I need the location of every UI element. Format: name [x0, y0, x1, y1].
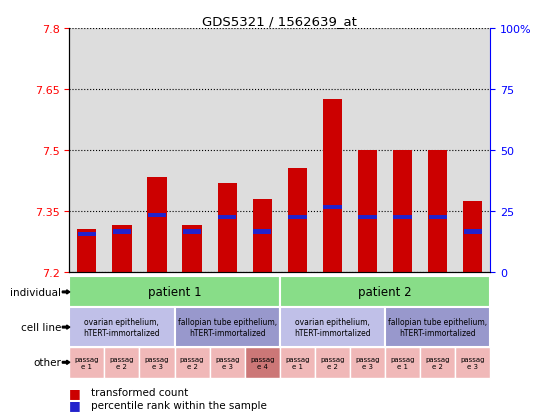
Text: passag
e 3: passag e 3 [215, 356, 239, 369]
Text: ovarian epithelium,
hTERT-immortalized: ovarian epithelium, hTERT-immortalized [84, 318, 160, 337]
Bar [183, 230, 201, 234]
Bar [280, 308, 385, 347]
Bar [429, 216, 447, 220]
Bar [315, 347, 350, 378]
Text: passag
e 2: passag e 2 [110, 356, 134, 369]
Text: ■: ■ [69, 386, 81, 399]
Text: individual: individual [10, 287, 61, 297]
Text: cell line: cell line [21, 322, 61, 332]
Text: fallopian tube epithelium,
hTERT-immortalized: fallopian tube epithelium, hTERT-immorta… [388, 318, 487, 337]
Text: passag
e 1: passag e 1 [390, 356, 415, 369]
Text: passag
e 1: passag e 1 [285, 356, 310, 369]
Bar [209, 347, 245, 378]
Bar [148, 214, 166, 218]
Text: patient 2: patient 2 [358, 286, 412, 299]
Bar [323, 100, 342, 273]
Bar [393, 151, 413, 273]
Bar [393, 216, 412, 220]
Bar [69, 308, 175, 347]
Bar [428, 151, 447, 273]
Bar [253, 199, 272, 273]
Bar [104, 347, 140, 378]
Text: transformed count: transformed count [91, 387, 188, 397]
Bar [464, 230, 482, 234]
Bar [463, 202, 482, 273]
Text: patient 1: patient 1 [148, 286, 201, 299]
Bar [217, 183, 237, 273]
Bar [280, 277, 490, 308]
Bar [280, 347, 315, 378]
Bar [358, 216, 377, 220]
Bar [385, 347, 420, 378]
Text: passag
e 4: passag e 4 [250, 356, 274, 369]
Text: ■: ■ [69, 399, 81, 411]
Bar [253, 230, 271, 234]
Bar [69, 347, 104, 378]
Title: GDS5321 / 1562639_at: GDS5321 / 1562639_at [203, 15, 357, 28]
Bar [113, 230, 131, 234]
Text: ovarian epithelium,
hTERT-immortalized: ovarian epithelium, hTERT-immortalized [294, 318, 371, 337]
Text: passag
e 2: passag e 2 [180, 356, 204, 369]
Bar [77, 230, 96, 273]
Bar [288, 216, 306, 220]
Bar [358, 151, 377, 273]
Text: other: other [34, 357, 61, 368]
Bar [385, 308, 490, 347]
Bar [140, 347, 175, 378]
Bar [175, 308, 280, 347]
Text: percentile rank within the sample: percentile rank within the sample [91, 400, 266, 410]
Bar [182, 226, 202, 273]
Bar [455, 347, 490, 378]
Bar [218, 216, 236, 220]
Bar [175, 347, 209, 378]
Bar [420, 347, 455, 378]
Bar [147, 177, 167, 273]
Bar [288, 169, 307, 273]
Bar [350, 347, 385, 378]
Text: passag
e 3: passag e 3 [461, 356, 485, 369]
Bar [324, 206, 342, 210]
Text: passag
e 3: passag e 3 [145, 356, 169, 369]
Text: passag
e 2: passag e 2 [425, 356, 450, 369]
Bar [112, 226, 132, 273]
Bar [245, 347, 280, 378]
Text: passag
e 2: passag e 2 [320, 356, 345, 369]
Bar [78, 232, 96, 236]
Text: passag
e 1: passag e 1 [75, 356, 99, 369]
Bar [69, 277, 280, 308]
Text: fallopian tube epithelium,
hTERT-immortalized: fallopian tube epithelium, hTERT-immorta… [177, 318, 277, 337]
Text: passag
e 3: passag e 3 [356, 356, 380, 369]
